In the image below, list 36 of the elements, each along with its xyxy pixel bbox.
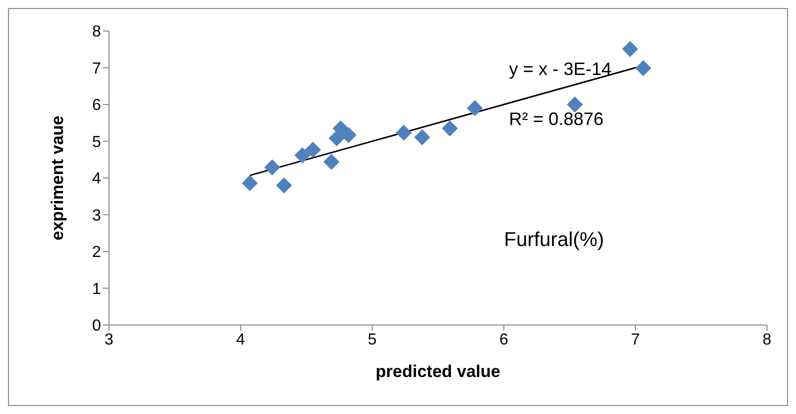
y-tick-label: 3 — [92, 207, 102, 224]
point — [276, 177, 292, 194]
point — [340, 127, 357, 144]
point — [242, 175, 258, 192]
x-tick-label: 7 — [630, 331, 640, 348]
point — [442, 120, 458, 136]
y-axis-title: expriment vaue — [48, 116, 68, 240]
y-tick-label: 7 — [92, 60, 102, 78]
point — [304, 142, 321, 158]
x-tick-label: 3 — [104, 331, 114, 348]
y-tick-label: 6 — [92, 97, 102, 114]
annotation: Furfural(%) — [504, 229, 604, 252]
x-tick-label: 4 — [236, 331, 246, 348]
y-tick-label: 1 — [92, 280, 102, 298]
y-tick-label: 0 — [92, 318, 102, 335]
y-tick-label: 5 — [92, 134, 102, 151]
point — [264, 159, 280, 176]
y-tick-label: 4 — [92, 170, 102, 188]
point — [323, 154, 340, 170]
x-axis-title: predicted value — [376, 362, 500, 381]
point — [566, 96, 583, 112]
point — [414, 129, 430, 146]
annotation: R² = 0.8876 — [509, 109, 604, 130]
point — [622, 41, 638, 58]
point — [466, 100, 483, 116]
point — [294, 147, 310, 164]
x-tick-label: 6 — [499, 331, 508, 348]
point — [396, 124, 412, 141]
x-tick-label: 8 — [762, 331, 772, 348]
point — [328, 130, 345, 146]
y-tick-label: 2 — [92, 244, 102, 262]
x-tick-label: 5 — [368, 331, 377, 348]
point — [332, 120, 349, 136]
point — [635, 60, 652, 76]
y-tick-label: 8 — [92, 24, 102, 41]
annotation: y = x - 3E-14 — [509, 59, 612, 80]
